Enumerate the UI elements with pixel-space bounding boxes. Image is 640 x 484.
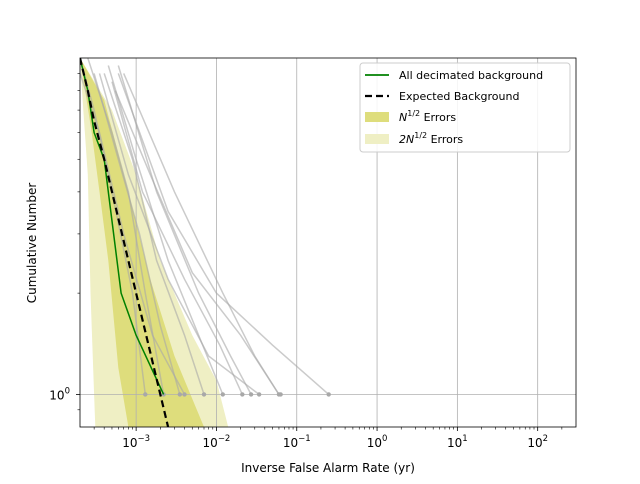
x-tick-label: 10−3 (122, 434, 150, 450)
legend-box (359, 62, 571, 153)
legend-swatch-2n-errors (365, 134, 389, 144)
y-tick-label: 100 (49, 386, 70, 402)
series (80, 58, 170, 427)
background-trial-point (177, 392, 183, 397)
background-trial-point (240, 392, 245, 397)
legend: All decimated background Expected Backgro… (359, 62, 571, 153)
background-trial-point (143, 392, 148, 397)
background-trial-line (111, 81, 243, 395)
legend-label: All decimated background (399, 69, 543, 82)
background-trial-point (182, 392, 187, 397)
background-trial-point (326, 392, 331, 397)
plot-frame (79, 57, 577, 428)
background-trial-line (93, 73, 181, 395)
background-trial-point (201, 392, 207, 397)
legend-label: Expected Background (399, 90, 519, 103)
background-trial-point (256, 392, 262, 397)
background-trial-line (114, 90, 280, 395)
legend-label: 2N1/2 Errors (399, 131, 463, 146)
legend-label: N1/2 Errors (399, 109, 456, 124)
x-tick-label: 100 (367, 434, 388, 450)
background-trial-point (278, 392, 283, 397)
background-trial-line (117, 73, 330, 395)
background-trial-line (117, 65, 252, 395)
background-trial-point (248, 392, 254, 397)
background-trial-line (107, 65, 224, 395)
x-tick-label: 102 (527, 434, 548, 450)
legend-swatch-n-errors (365, 112, 389, 122)
expected-background-line (80, 58, 170, 427)
x-axis-label: Inverse False Alarm Rate (yr) (241, 461, 415, 475)
background-trial-point (220, 392, 226, 397)
x-tick-label: 10−2 (203, 434, 231, 450)
x-tick-label: 10−1 (283, 434, 311, 450)
error-band (80, 58, 204, 427)
axis-ticks: 10−3 10−2 10−1 100 101 102 100 (49, 73, 563, 450)
y-axis-label: Cumulative Number (25, 183, 39, 304)
x-tick-label: 101 (447, 434, 468, 450)
background-trial-line (103, 73, 205, 395)
background-trial-line (98, 73, 260, 395)
